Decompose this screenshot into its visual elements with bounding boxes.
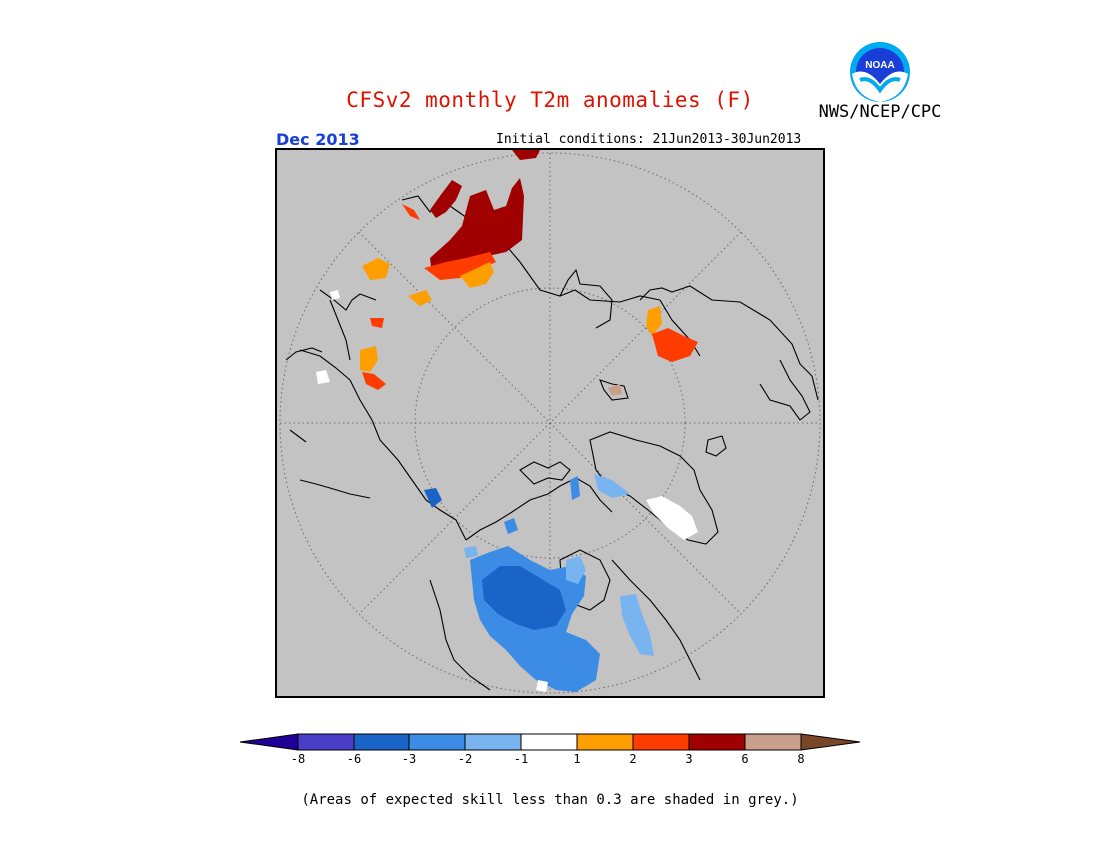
coastlines	[285, 195, 819, 691]
anomaly-3-6-top-edge	[512, 150, 540, 160]
colorbar-2-3	[633, 734, 689, 750]
noaa-logo-text: NOAA	[865, 60, 894, 71]
graticule-outer-circle	[279, 152, 821, 694]
graticule-meridian	[358, 231, 742, 615]
anomaly-neutral-greenland	[646, 496, 698, 540]
anomaly-neg6-neg3-alaska	[424, 488, 442, 508]
anomaly-2-3-alaska	[362, 372, 386, 390]
colorbar-tick-label: -2	[457, 752, 473, 766]
anomaly-neg6-neg3-canada	[482, 566, 566, 630]
anomaly-neg2-neg1-arctic	[594, 474, 630, 498]
anomaly-1-2-siberia-west	[362, 258, 390, 280]
colorbar-neg8-neg6	[298, 734, 354, 750]
anomaly-neutral-canada	[536, 680, 548, 692]
colorbar-tick-label: -6	[346, 752, 362, 766]
anomaly-2-3-siberia	[424, 252, 496, 280]
colorbar-tick-label: 8	[797, 752, 805, 766]
colorbar-neg3-neg2	[409, 734, 465, 750]
colorbar-tick-label: -8	[290, 752, 306, 766]
colorbar	[239, 733, 862, 755]
initial-conditions-label: Initial conditions: 21Jun2013-30Jun2013	[496, 132, 802, 147]
coast-iceland	[705, 435, 727, 457]
coast-novaya	[639, 285, 819, 401]
chart-title: CFSv2 monthly T2m anomalies (F)	[346, 88, 754, 112]
colorbar-svg	[239, 733, 861, 751]
coast-scandinavia	[759, 359, 811, 421]
anomaly-neg2-neg1-labrador	[620, 594, 654, 656]
anomaly-1-2-siberia	[460, 262, 494, 288]
coast-svalbard	[599, 379, 629, 401]
agency-label: NWS/NCEP/CPC	[818, 102, 942, 122]
coast-canada-arctic	[465, 477, 613, 541]
colorbar-tick-label: 1	[573, 752, 581, 766]
anomaly-neutral-siberia	[330, 290, 340, 300]
anomaly-neutral-alaska	[316, 370, 330, 384]
colorbar-neg1-1	[521, 734, 577, 750]
colorbar-tick-label: 6	[741, 752, 749, 766]
month-label: Dec 2013	[276, 130, 360, 149]
coast-alaska-west	[285, 347, 323, 361]
colorbar-1-2	[577, 734, 633, 750]
coast-alaska	[299, 349, 467, 541]
skill-footnote: (Areas of expected skill less than 0.3 a…	[301, 792, 799, 808]
colorbar-tick-label: -3	[401, 752, 417, 766]
coast-arctic-islands	[519, 461, 571, 485]
anomaly-2-3-alaska-north	[370, 318, 384, 328]
anomaly-2-3-europe	[652, 328, 698, 362]
anomaly-6-8-svalbard	[608, 384, 622, 396]
colorbar-3-6	[689, 734, 745, 750]
anomaly-2-3-chukotka	[402, 204, 420, 220]
colorbar-tick-label: 3	[685, 752, 693, 766]
polar-map	[279, 150, 821, 694]
anomaly-3-6-siberia-north	[430, 180, 462, 218]
colorbar-neg6-neg3	[354, 734, 409, 750]
coast-taimyr	[559, 268, 613, 329]
colorbar-tick-label: -1	[513, 752, 529, 766]
anomaly-1-2-alaska	[360, 346, 378, 372]
coast-west-north-america	[429, 579, 491, 691]
anomaly-neg3-neg2-arctic	[570, 476, 580, 500]
anomaly-1-2-chukotka	[408, 290, 432, 306]
anomaly-shading	[316, 150, 698, 692]
colorbar-neg2-neg1	[465, 734, 521, 750]
coast-chukotka	[319, 289, 377, 311]
anomaly-3-6-siberia	[430, 178, 524, 274]
coast-aleutians	[299, 479, 371, 499]
colorbar-gt-8	[801, 734, 860, 750]
anomaly-1-2-europe	[646, 306, 662, 336]
anomaly-neg2-neg1-canada-north	[566, 556, 586, 584]
anomaly-neg2-neg1-west	[464, 546, 478, 558]
coast-far-east	[329, 299, 351, 361]
noaa-logo: NOAA	[848, 40, 912, 104]
anomaly-neg3-neg2-west	[504, 518, 518, 534]
colorbar-tick-label: 2	[629, 752, 637, 766]
colorbar-lt-8	[240, 734, 298, 750]
colorbar-6-8	[745, 734, 801, 750]
coast-labrador	[611, 559, 701, 681]
coast-japan	[289, 429, 307, 443]
map-frame	[275, 148, 825, 698]
coast-east-europe	[659, 299, 701, 357]
